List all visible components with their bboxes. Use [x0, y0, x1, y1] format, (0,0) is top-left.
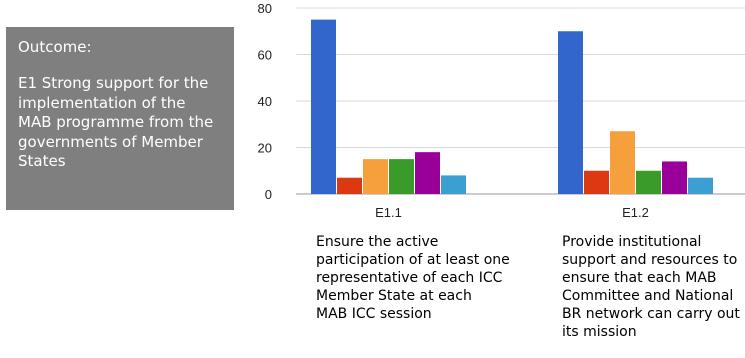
description-line: Member State at each: [316, 288, 472, 304]
description-line: its mission: [562, 324, 637, 340]
bar: [636, 170, 661, 194]
bar: [415, 152, 440, 194]
y-tick-label: 40: [258, 94, 272, 109]
y-tick-label: 0: [265, 187, 272, 202]
description-line: support and resources to: [562, 252, 738, 268]
outcome-text: E1 Strong support for the implementation…: [18, 74, 214, 170]
description-line: representative of each ICC: [316, 270, 503, 286]
outcome-box: Outcome: E1 Strong support for the imple…: [6, 27, 234, 210]
description-e1-2: Provide institutional support and resour…: [562, 233, 745, 341]
description-line: ensure that each MAB: [562, 270, 717, 286]
bar: [337, 177, 362, 194]
bar-chart: 0 20 40 60 80 E1.1 E1.2: [258, 1, 745, 220]
y-tick-label: 60: [258, 48, 272, 63]
description-line: BR network can carry out: [562, 306, 740, 322]
x-category-label: E1.1: [375, 205, 402, 220]
bar: [363, 159, 388, 194]
bar: [441, 175, 466, 194]
y-tick-label: 20: [258, 141, 272, 156]
bar: [662, 161, 687, 194]
description-line: MAB ICC session: [316, 306, 432, 322]
description-e1-1: Ensure the active participation of at le…: [316, 233, 531, 323]
description-line: Provide institutional: [562, 234, 702, 250]
description-line: participation of at least one: [316, 252, 510, 268]
bar: [311, 19, 336, 194]
description-line: Committee and National: [562, 288, 734, 304]
bar: [558, 31, 583, 194]
outcome-heading: Outcome:: [18, 38, 92, 56]
bar: [584, 170, 609, 194]
bar: [688, 177, 713, 194]
y-tick-label: 80: [258, 1, 272, 16]
x-category-label: E1.2: [622, 205, 649, 220]
bar: [610, 131, 635, 194]
bar: [389, 159, 414, 194]
description-line: Ensure the active: [316, 234, 439, 250]
